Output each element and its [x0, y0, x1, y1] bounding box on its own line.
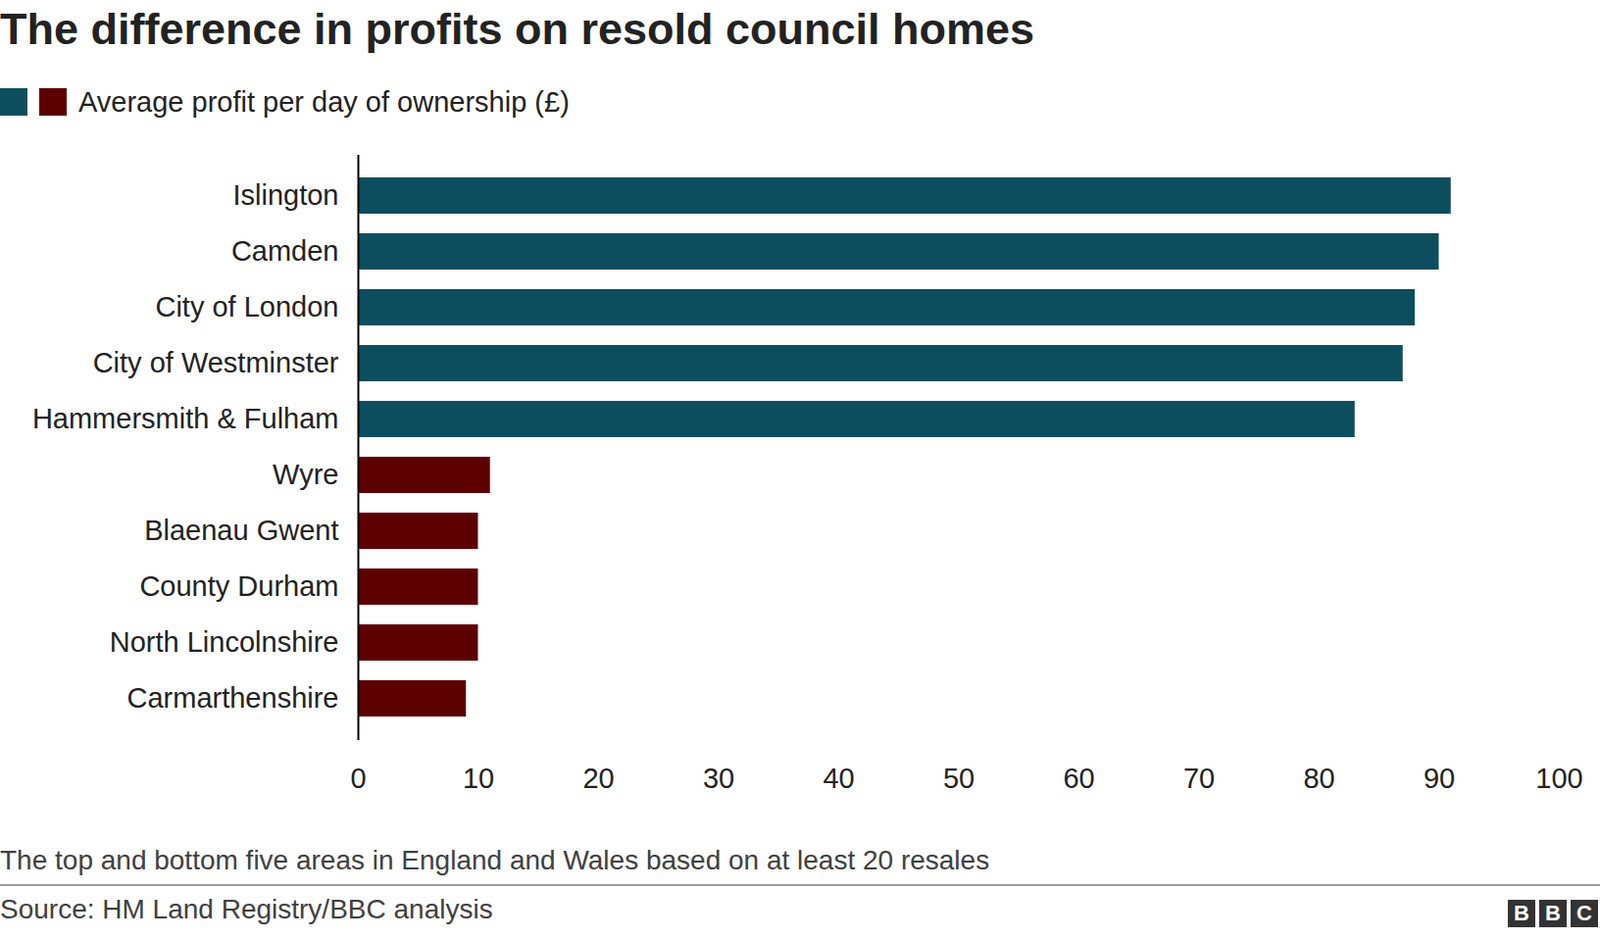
- html-text:B: B: [1513, 900, 1530, 926]
- svg-text:City of Westminster: City of Westminster: [93, 347, 340, 379]
- svg-text:50: 50: [943, 762, 975, 790]
- svg-text:10: 10: [462, 762, 495, 790]
- svg-text:60: 60: [1062, 762, 1095, 790]
- svg-text:40: 40: [822, 762, 854, 790]
- svg-text:Blaenau Gwent: Blaenau Gwent: [144, 514, 339, 547]
- svg-text:Islington: Islington: [232, 179, 339, 211]
- svg-text:City of London: City of London: [154, 291, 339, 323]
- html-text:B: B: [1545, 900, 1561, 926]
- html-text:The difference in profits on r: The difference in profits on resold coun…: [0, 3, 1035, 54]
- svg-text:70: 70: [1183, 762, 1215, 790]
- svg-text:Carmarthenshire: Carmarthenshire: [127, 682, 340, 714]
- svg-text:30: 30: [702, 762, 735, 790]
- html-text:Average profit per day of owne: Average profit per day of ownership (£): [78, 85, 570, 118]
- svg-text:North Lincolnshire: North Lincolnshire: [109, 626, 340, 658]
- svg-text:Hammersmith & Fulham: Hammersmith & Fulham: [32, 402, 340, 435]
- svg-text:90: 90: [1423, 762, 1455, 790]
- svg-text:Camden: Camden: [231, 235, 340, 267]
- svg-text:County Durham: County Durham: [139, 570, 339, 602]
- html-text:C: C: [1576, 900, 1593, 926]
- svg-text:Wyre: Wyre: [272, 458, 339, 491]
- html-text:The top and bottom five areas: The top and bottom five areas in England…: [0, 845, 990, 876]
- svg-text:0: 0: [350, 762, 366, 790]
- svg-text:20: 20: [582, 762, 614, 790]
- svg-text:80: 80: [1302, 762, 1335, 790]
- html-text:Source: HM Land Registry/BBC a: Source: HM Land Registry/BBC analysis: [0, 894, 493, 925]
- svg-text:100: 100: [1535, 762, 1583, 790]
